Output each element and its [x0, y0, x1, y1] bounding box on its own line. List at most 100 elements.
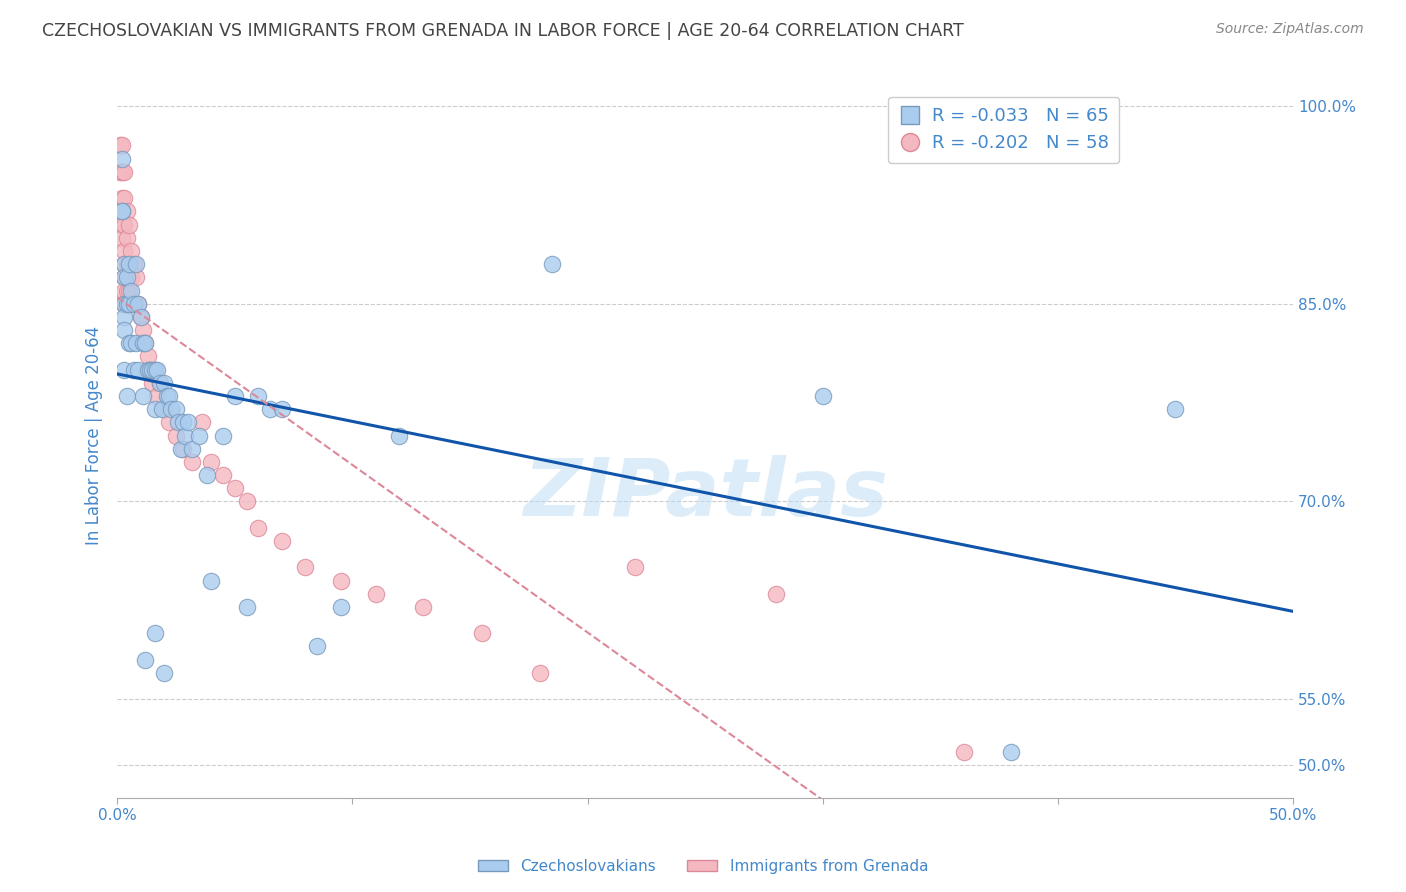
Point [153, 402, 176, 417]
Point [143, 362, 166, 376]
Point [212, 468, 235, 483]
Point [157, 415, 180, 429]
Point [412, 599, 434, 614]
Point [112, 310, 135, 324]
Point [134, 653, 156, 667]
Point [118, 296, 141, 310]
Point [115, 204, 138, 219]
Point [177, 415, 200, 429]
Point [115, 389, 138, 403]
Point [136, 362, 159, 376]
Point [150, 402, 173, 417]
Point [112, 218, 135, 232]
Point [125, 270, 148, 285]
Point [134, 336, 156, 351]
Point [118, 257, 141, 271]
Point [174, 428, 197, 442]
Point [200, 455, 222, 469]
Point [143, 402, 166, 417]
Point [235, 494, 257, 508]
Point [270, 402, 292, 417]
Text: ZIPatlas: ZIPatlas [523, 455, 887, 533]
Point [191, 415, 214, 429]
Point [165, 428, 187, 442]
Legend: R = -0.033   N = 65, R = -0.202   N = 58: R = -0.033 N = 65, R = -0.202 N = 58 [889, 96, 1119, 163]
Point [811, 389, 834, 403]
Point [270, 533, 292, 548]
Point [623, 560, 645, 574]
Point [148, 376, 170, 390]
Point [111, 204, 134, 219]
Point [112, 296, 135, 310]
Point [127, 296, 149, 310]
Point [153, 665, 176, 680]
Point [165, 402, 187, 417]
Point [157, 389, 180, 403]
Point [115, 296, 138, 310]
Point [122, 296, 145, 310]
Point [111, 138, 134, 153]
Point [129, 310, 152, 324]
Legend: Czechoslovakians, Immigrants from Grenada: Czechoslovakians, Immigrants from Grenad… [471, 853, 935, 880]
Point [259, 402, 281, 417]
Point [146, 389, 169, 403]
Point [112, 323, 135, 337]
Point [115, 284, 138, 298]
Point [111, 191, 134, 205]
Point [139, 362, 162, 376]
Point [224, 389, 246, 403]
Point [329, 599, 352, 614]
Point [127, 362, 149, 376]
Point [1000, 745, 1022, 759]
Point [127, 296, 149, 310]
Point [188, 428, 211, 442]
Point [118, 284, 141, 298]
Point [115, 257, 138, 271]
Point [111, 218, 134, 232]
Point [136, 350, 159, 364]
Point [112, 296, 135, 310]
Point [108, 165, 131, 179]
Point [141, 362, 163, 376]
Point [125, 257, 148, 271]
Point [155, 389, 177, 403]
Text: CZECHOSLOVAKIAN VS IMMIGRANTS FROM GRENADA IN LABOR FORCE | AGE 20-64 CORRELATIO: CZECHOSLOVAKIAN VS IMMIGRANTS FROM GRENA… [42, 22, 965, 40]
Point [181, 455, 204, 469]
Point [139, 362, 162, 376]
Y-axis label: In Labor Force | Age 20-64: In Labor Force | Age 20-64 [86, 326, 103, 545]
Point [200, 574, 222, 588]
Point [112, 257, 135, 271]
Point [160, 402, 183, 417]
Point [112, 244, 135, 258]
Point [120, 284, 142, 298]
Point [529, 665, 551, 680]
Point [129, 310, 152, 324]
Point [120, 270, 142, 285]
Point [112, 165, 135, 179]
Point [172, 415, 194, 429]
Point [170, 442, 193, 456]
Point [134, 336, 156, 351]
Point [112, 284, 135, 298]
Point [195, 468, 218, 483]
Point [115, 270, 138, 285]
Point [143, 362, 166, 376]
Point [167, 415, 190, 429]
Point [132, 389, 155, 403]
Point [111, 204, 134, 219]
Text: Source: ZipAtlas.com: Source: ZipAtlas.com [1216, 22, 1364, 37]
Point [952, 745, 974, 759]
Point [120, 336, 142, 351]
Point [132, 323, 155, 337]
Point [122, 296, 145, 310]
Point [111, 152, 134, 166]
Point [112, 191, 135, 205]
Point [146, 362, 169, 376]
Point [765, 587, 787, 601]
Point [148, 376, 170, 390]
Point [329, 574, 352, 588]
Point [294, 560, 316, 574]
Point [120, 244, 142, 258]
Point [112, 257, 135, 271]
Point [143, 626, 166, 640]
